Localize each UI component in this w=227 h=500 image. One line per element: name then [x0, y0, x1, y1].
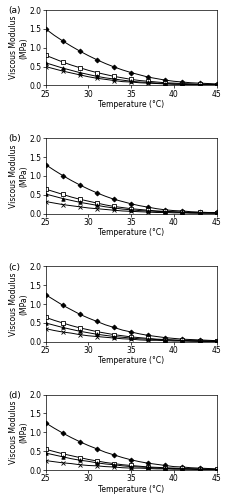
Text: (a): (a) — [8, 6, 20, 15]
Text: (d): (d) — [8, 391, 21, 400]
X-axis label: Temperature (°C): Temperature (°C) — [98, 100, 163, 109]
X-axis label: Temperature (°C): Temperature (°C) — [98, 228, 163, 237]
X-axis label: Temperature (°C): Temperature (°C) — [98, 484, 163, 494]
Text: (b): (b) — [8, 134, 21, 143]
Y-axis label: Viscous Modulus
(MPa): Viscous Modulus (MPa) — [8, 16, 28, 80]
Y-axis label: Viscous Modulus
(MPa): Viscous Modulus (MPa) — [8, 272, 28, 336]
Text: (c): (c) — [8, 262, 20, 272]
Y-axis label: Viscous Modulus
(MPa): Viscous Modulus (MPa) — [8, 400, 28, 464]
Y-axis label: Viscous Modulus
(MPa): Viscous Modulus (MPa) — [8, 144, 28, 208]
X-axis label: Temperature (°C): Temperature (°C) — [98, 356, 163, 366]
